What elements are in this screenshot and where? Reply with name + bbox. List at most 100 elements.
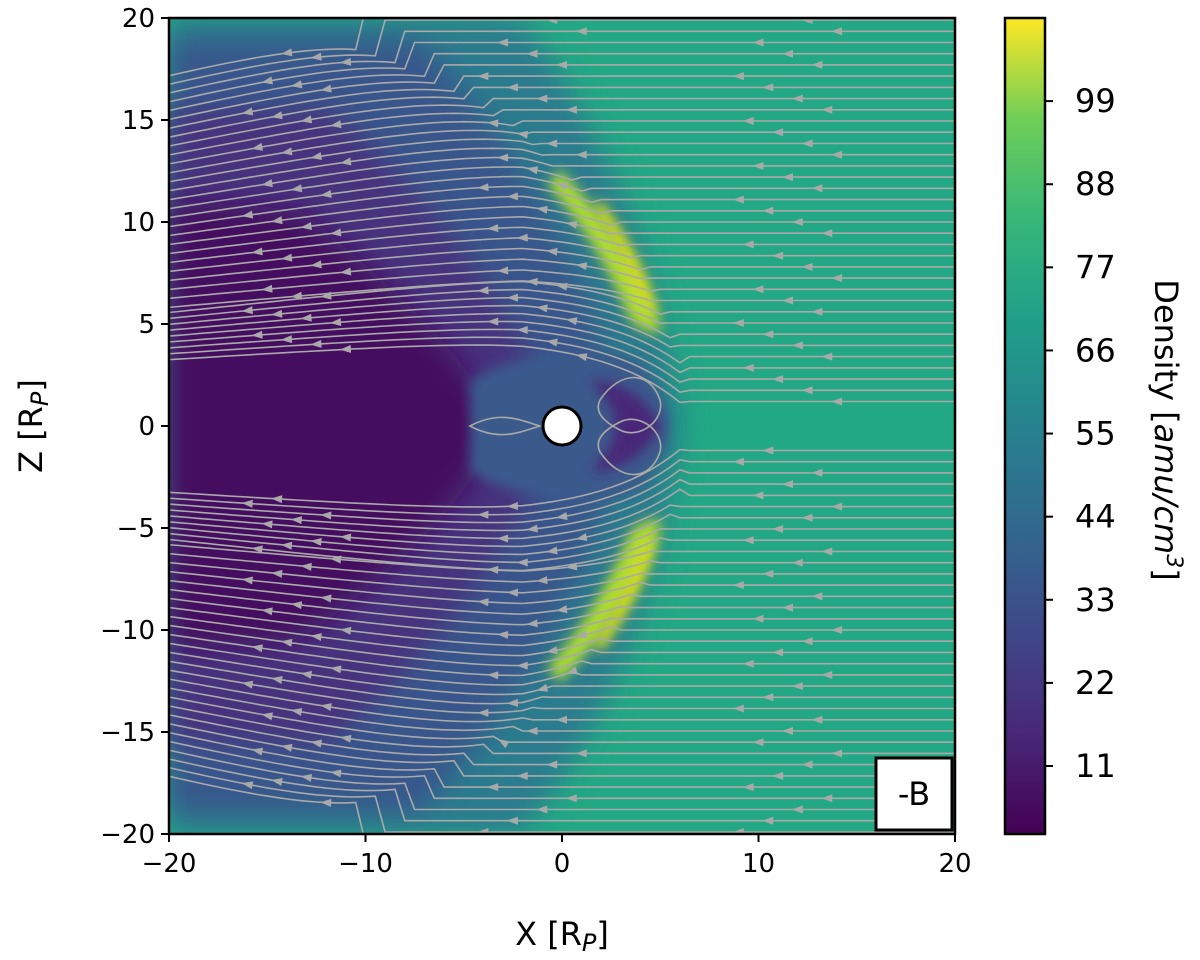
streamline-arrow <box>320 291 332 300</box>
streamline-arrow <box>831 502 843 511</box>
streamline-arrow <box>497 630 509 639</box>
colorbar: 99 88 77 66 55 44 33 22 11 Density [amu/cm3] <box>1003 16 1186 836</box>
streamline-arrow <box>536 94 548 103</box>
streamline-arrow <box>526 49 538 58</box>
streamline-arrow <box>546 760 558 769</box>
streamline-arrow <box>320 703 332 712</box>
streamline-arrow <box>320 189 332 198</box>
streamline <box>169 195 955 237</box>
streamline-arrow <box>339 57 352 66</box>
streamline <box>169 775 365 834</box>
streamline-arrow <box>556 182 568 191</box>
streamline-arrow <box>280 743 293 752</box>
streamline-arrow <box>516 558 528 567</box>
y-axis-ticks: 20 15 10 5 0 −5 −10 −15 −20 <box>100 4 169 850</box>
y-axis-label: Z [RP] <box>12 379 54 473</box>
streamline-arrow <box>300 562 312 571</box>
streamline-arrow <box>752 614 764 623</box>
streamline-arrow <box>782 603 793 612</box>
streamline-arrow <box>772 771 784 780</box>
colorbar-tick-label: 66 <box>1075 331 1116 369</box>
streamline-arrow <box>330 665 342 674</box>
streamline-arrow <box>575 27 587 36</box>
colorbar-ticks: 99 88 77 66 55 44 33 22 11 <box>1045 82 1116 785</box>
streamline-arrow <box>821 794 833 803</box>
streamline-arrow <box>477 510 489 519</box>
streamline-arrow <box>516 661 528 670</box>
streamline-arrow <box>339 734 352 743</box>
streamline-arrow <box>290 184 303 193</box>
streamline-arrow <box>261 520 273 529</box>
streamline-arrow <box>831 397 843 406</box>
streamline-arrow <box>526 727 538 735</box>
streamline-arrow <box>261 607 273 616</box>
streamline-arrow <box>772 648 784 657</box>
streamline <box>169 570 955 605</box>
streamline-arrow <box>752 38 764 47</box>
streamline-arrow <box>536 205 548 214</box>
streamline <box>169 156 955 201</box>
streamline <box>169 247 955 282</box>
streamline <box>169 513 955 556</box>
streamline-arrow <box>732 704 744 713</box>
streamline-arrow <box>801 637 813 646</box>
closed-field-loop <box>597 418 662 476</box>
streamline-arrow <box>742 659 754 668</box>
streamline-arrow <box>536 805 548 814</box>
streamline-arrow <box>782 173 793 182</box>
streamline-arrow <box>772 251 784 260</box>
streamline-arrow <box>546 546 558 555</box>
streamline <box>169 288 955 325</box>
streamline-arrow <box>261 76 273 85</box>
streamline <box>169 296 955 339</box>
x-tick-label: −20 <box>142 849 197 879</box>
streamline-arrow <box>801 18 813 24</box>
streamline-arrow <box>506 698 519 707</box>
streamline-arrow <box>821 547 833 556</box>
streamline-arrow <box>477 183 489 192</box>
y-tick-label: −5 <box>117 514 155 544</box>
streamline-arrow <box>330 555 342 564</box>
streamline-arrow <box>742 363 754 372</box>
y-tick-label: 0 <box>138 412 155 442</box>
streamline <box>169 448 955 508</box>
streamline <box>169 536 955 572</box>
streamline-arrow <box>742 783 754 792</box>
colorbar-tick-label: 55 <box>1075 415 1116 453</box>
streamline <box>169 731 955 788</box>
colorbar-tick-label: 88 <box>1075 165 1116 203</box>
streamline-arrow <box>251 247 263 256</box>
streamline-arrow <box>791 341 803 350</box>
streamline-arrow <box>752 738 764 747</box>
streamline <box>169 269 955 300</box>
streamline <box>169 258 955 291</box>
closed-field-loop <box>597 376 662 434</box>
streamline-arrow <box>575 630 588 639</box>
streamline <box>169 624 955 667</box>
streamline-arrow <box>290 516 302 525</box>
streamline-arrow <box>536 683 549 692</box>
streamline-arrow <box>556 512 568 520</box>
x-tick-label: 0 <box>554 849 571 879</box>
inner-cavity-dark <box>590 380 660 472</box>
streamline <box>169 722 955 777</box>
streamline-arrow <box>762 206 774 215</box>
y-tick-label: 20 <box>122 4 155 34</box>
streamline-arrow <box>732 457 744 466</box>
streamline-arrow <box>497 266 509 275</box>
streamline <box>169 30 955 94</box>
streamline-arrow <box>831 150 843 159</box>
streamline-arrow <box>791 558 803 567</box>
streamline-arrow <box>241 210 254 219</box>
colorbar-tick-label: 11 <box>1075 747 1116 785</box>
streamline-arrow <box>310 537 322 546</box>
streamline-arrow <box>742 240 754 249</box>
closed-field-loop <box>468 416 543 436</box>
streamline <box>169 766 955 833</box>
streamline-arrow <box>339 267 352 276</box>
streamline <box>169 758 955 822</box>
streamline-arrow <box>506 816 518 825</box>
streamline-arrow <box>536 576 548 585</box>
streamline-arrow <box>310 633 322 642</box>
streamline <box>169 344 955 404</box>
